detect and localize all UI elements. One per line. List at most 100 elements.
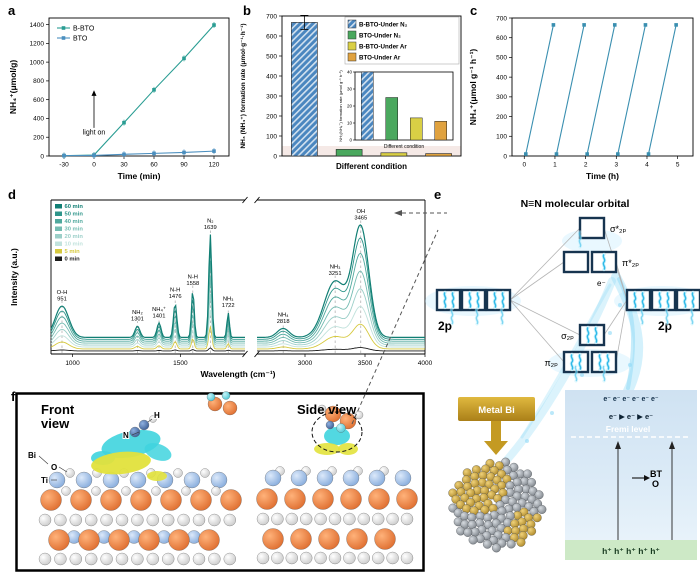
sigma-box	[578, 323, 606, 347]
atom-sphere	[328, 512, 342, 526]
bi-atom	[480, 505, 490, 515]
atom-sphere	[69, 552, 82, 566]
legend-entry-d: 0 min	[65, 257, 81, 263]
atom-sphere	[340, 488, 362, 510]
atom-sphere	[357, 551, 370, 565]
rect-glyph	[61, 26, 66, 30]
atom-sphere	[328, 551, 342, 565]
cycle-line	[647, 24, 677, 155]
atom-sphere	[314, 551, 327, 565]
isosurface-blob	[147, 471, 167, 481]
atom-sphere	[61, 486, 71, 496]
excitation-arrowhead-1	[615, 441, 621, 449]
electron-squiggle	[598, 354, 602, 370]
isosurface-blob	[91, 451, 151, 475]
legend-box	[344, 16, 460, 65]
support-atom	[468, 535, 478, 545]
support-atom	[527, 477, 536, 487]
y-tick-label: 600	[496, 35, 507, 42]
atom-sphere	[290, 469, 308, 487]
atom-sphere	[100, 552, 113, 566]
peak-label: O-H	[57, 290, 68, 296]
atom-sphere	[256, 488, 278, 510]
xlabel-a: Time (min)	[118, 171, 161, 181]
sigma-star-box	[578, 216, 606, 240]
atom-sphere	[121, 486, 131, 496]
atom-sphere	[65, 468, 75, 478]
x-tick-label: 5	[676, 162, 680, 169]
electron-squiggle	[493, 292, 497, 308]
x-tick-label: 1	[553, 162, 557, 169]
cyan-glow	[562, 229, 622, 253]
bto-band	[565, 390, 697, 560]
atom-sphere	[160, 489, 182, 511]
cycle-marker	[551, 23, 556, 27]
peak-label: NH₃	[223, 297, 234, 303]
electron-spark	[618, 303, 622, 307]
support-atom	[491, 543, 501, 553]
cycle-marker	[674, 23, 678, 27]
y-tick-label: 0	[40, 153, 44, 160]
atom-sphere	[190, 489, 212, 511]
panel-label-d: d	[8, 187, 16, 202]
bto-label-1: BT	[650, 469, 662, 479]
y-tick-label: 1200	[30, 41, 45, 48]
atom-sphere	[386, 512, 399, 526]
y-tick-label: 600	[266, 33, 277, 40]
x-tick-label: 1500	[173, 360, 188, 367]
peak-label: N₂	[207, 218, 213, 224]
atom-sphere	[192, 552, 206, 566]
peak-label: OH	[356, 209, 365, 215]
atom-sphere	[284, 488, 306, 510]
electron-squiggle	[666, 292, 670, 308]
electron-spark	[608, 331, 612, 335]
atom-sphere	[386, 551, 399, 565]
legend-entry-d: 30 min	[65, 227, 84, 233]
atom-sphere	[346, 528, 368, 550]
floor-band	[282, 146, 461, 156]
side-view-label: Side view	[297, 402, 357, 417]
cycle-marker	[646, 152, 651, 156]
electron-squiggle	[476, 292, 480, 308]
inset-bar	[410, 117, 423, 141]
electron-top-row: e⁻ e⁻ e⁻ e⁻ e⁻ e⁻	[603, 396, 659, 403]
bar	[335, 149, 363, 157]
plot-frame	[511, 17, 694, 157]
atom-labels: H N Bi O Ti	[27, 410, 161, 486]
electron-squiggle	[665, 308, 669, 325]
legend-entry-d: 40 min	[65, 219, 84, 225]
x-tick-label: 1000	[65, 360, 80, 367]
atom-sphere	[198, 529, 220, 551]
series-line	[63, 150, 215, 157]
xlabel-d: Wavelength (cm⁻¹)	[200, 369, 275, 379]
peak-label: NH₃	[330, 265, 341, 271]
atom-label-bi: Bi	[28, 451, 36, 460]
y-tick-label: 1000	[30, 59, 45, 66]
atom-sphere	[208, 513, 221, 527]
panel-c-cycling-chart: 0 1 2 3 4 5 0 100 200 300 400 500 600 700 Time (h) NH₄⁺…	[468, 15, 694, 181]
axis-break-mark	[242, 196, 248, 204]
legend-entry-d: 10 min	[65, 242, 84, 248]
atom-sphere	[85, 552, 98, 566]
electron-squiggle	[606, 354, 610, 370]
atom-sphere	[300, 551, 313, 565]
cycle-marker	[554, 152, 559, 156]
light-on-annotation: light on	[83, 129, 106, 136]
ylabel-d: Intensity (a.u.)	[9, 248, 19, 306]
electron-squiggle	[450, 308, 454, 325]
spectrum-trace	[50, 246, 245, 340]
legend-entry-a: BTO	[73, 36, 88, 43]
atom-sphere	[102, 471, 120, 489]
electron-squiggle	[594, 327, 598, 343]
inset-xlabel: Different condition	[384, 144, 424, 150]
rect-glyph	[347, 30, 357, 40]
panel-label-f: f	[11, 389, 16, 404]
atom-sphere	[54, 513, 67, 527]
y-tick-label: 500	[496, 55, 507, 62]
y-tick-label: 300	[266, 93, 277, 100]
y-tick-label: 0	[503, 153, 507, 160]
inset-ylabel: NH₃(NH₄⁺) formation rate (μmol g⁻¹ h⁻¹)	[338, 70, 343, 142]
left-2p-box-1	[435, 288, 462, 312]
peak-label: NH₄⁺	[152, 306, 166, 313]
pi-star-label: π*₂ₚ	[622, 258, 639, 268]
